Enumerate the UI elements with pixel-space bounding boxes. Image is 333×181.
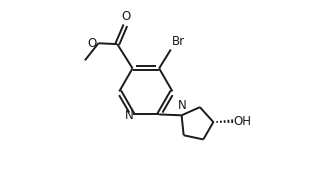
Text: N: N: [125, 109, 134, 122]
Text: O: O: [121, 10, 130, 23]
Text: Br: Br: [172, 35, 185, 48]
Text: O: O: [87, 37, 96, 50]
Text: OH: OH: [234, 115, 252, 128]
Text: N: N: [178, 99, 187, 112]
